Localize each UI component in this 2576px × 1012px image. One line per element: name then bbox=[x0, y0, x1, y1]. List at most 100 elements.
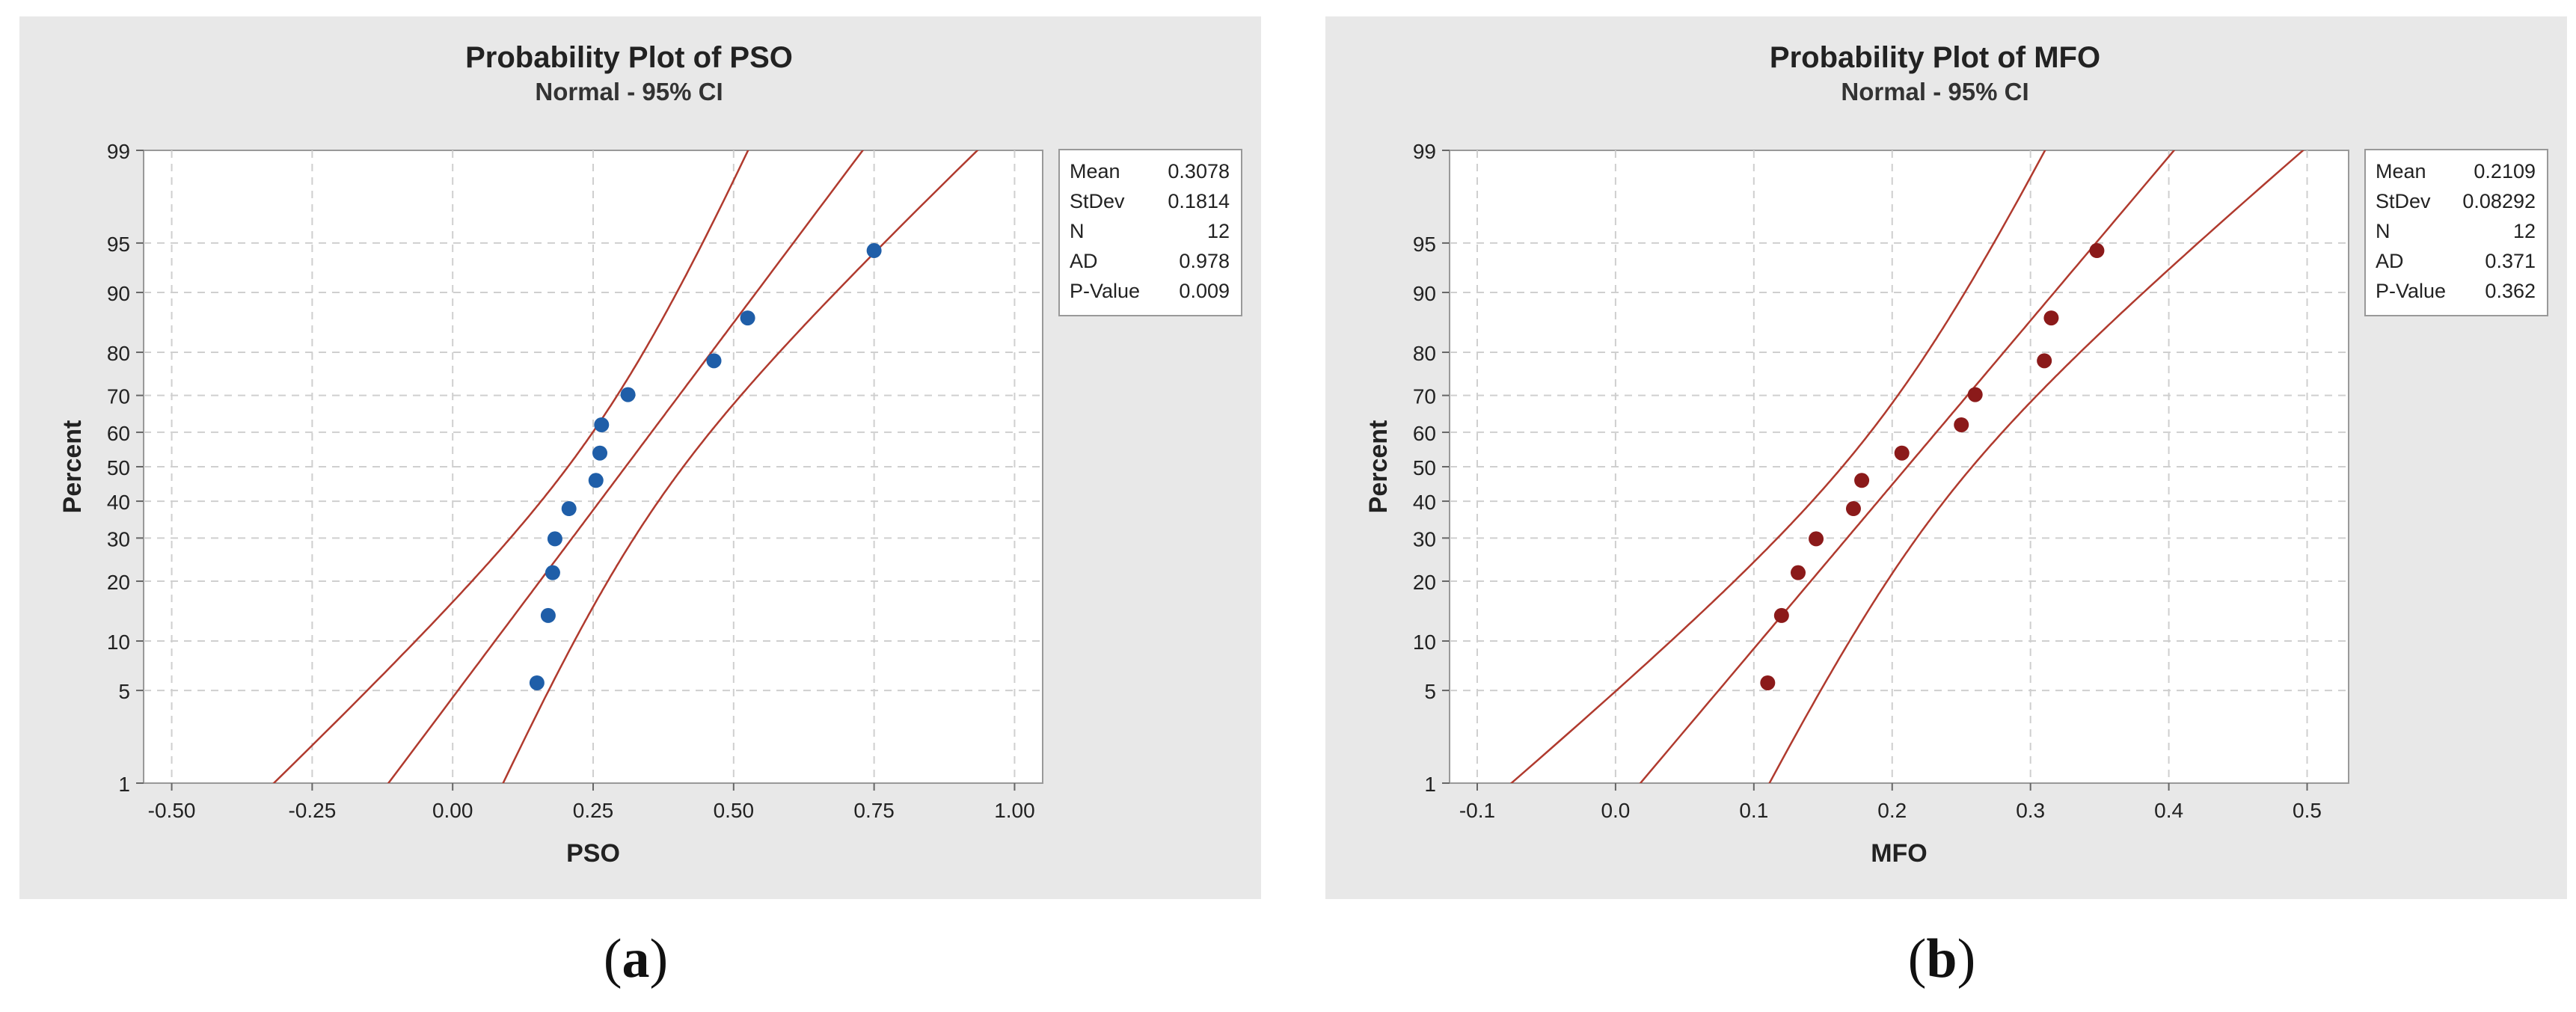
stats-legend: Mean 0.2109 StDev 0.08292 N 12 AD 0.371 P-Value 0… bbox=[2364, 149, 2548, 316]
ci-band-upper bbox=[502, 150, 979, 783]
data-point bbox=[620, 387, 636, 402]
y-tick-label: 70 bbox=[107, 385, 130, 408]
x-tick-label: -0.50 bbox=[148, 799, 196, 822]
caption-a: (a) bbox=[561, 927, 711, 991]
chart-title: Probability Plot of PSO bbox=[465, 41, 793, 74]
stat-value: 0.978 bbox=[1179, 250, 1230, 272]
data-point bbox=[2089, 243, 2105, 259]
caption-close: ) bbox=[649, 928, 669, 990]
data-point bbox=[2043, 310, 2059, 326]
x-tick-label: 1.00 bbox=[994, 799, 1035, 822]
y-tick-label: 10 bbox=[107, 631, 130, 654]
stats-box bbox=[2364, 149, 2548, 316]
x-tick-label: 0.2 bbox=[1877, 799, 1907, 822]
probability-plot-pso: Probability Plot of PSO Normal - 95% CI … bbox=[58, 41, 1242, 868]
data-point bbox=[740, 310, 755, 326]
y-tick-label: 5 bbox=[1424, 680, 1436, 703]
x-tick-label: 0.3 bbox=[2016, 799, 2045, 822]
caption-b: (b) bbox=[1867, 927, 2017, 991]
chart-subtitle: Normal - 95% CI bbox=[1841, 78, 2028, 105]
x-tick-label: 0.25 bbox=[573, 799, 614, 822]
data-point bbox=[545, 565, 560, 580]
chart-panel-mfo: Probability Plot of MFO Normal - 95% CI … bbox=[1325, 16, 2567, 899]
x-tick-label: 0.5 bbox=[2293, 799, 2322, 822]
stat-value: 0.08292 bbox=[2462, 190, 2536, 212]
stat-label: Mean bbox=[1070, 160, 1120, 183]
fitted-line bbox=[1639, 150, 2176, 783]
x-tick-label: 0.4 bbox=[2154, 799, 2183, 822]
x-tick-label: 0.00 bbox=[432, 799, 473, 822]
stat-value: 0.2109 bbox=[2474, 160, 2536, 183]
y-tick-label: 40 bbox=[107, 491, 130, 514]
data-point bbox=[547, 531, 562, 547]
data-point bbox=[1967, 387, 1983, 402]
ci-band-upper bbox=[1768, 150, 2305, 783]
data-point bbox=[1791, 565, 1806, 580]
stat-value: 12 bbox=[1207, 220, 1230, 242]
stat-label: Mean bbox=[2376, 160, 2426, 183]
data-point bbox=[1854, 473, 1870, 488]
data-point bbox=[1809, 531, 1824, 547]
stat-value: 0.3078 bbox=[1168, 160, 1230, 183]
x-tick-label: 0.1 bbox=[1739, 799, 1768, 822]
stat-label: AD bbox=[1070, 250, 1098, 272]
chart-subtitle: Normal - 95% CI bbox=[535, 78, 723, 105]
stat-label: P-Value bbox=[2376, 280, 2446, 302]
y-tick-label: 80 bbox=[1413, 342, 1436, 365]
x-axis-label: PSO bbox=[566, 839, 620, 868]
stat-value: 0.1814 bbox=[1168, 190, 1230, 212]
stat-value: 0.371 bbox=[2485, 250, 2536, 272]
caption-close: ) bbox=[1957, 928, 1976, 990]
data-point bbox=[561, 501, 577, 517]
y-tick-label: 50 bbox=[1413, 456, 1436, 479]
y-tick-label: 10 bbox=[1413, 631, 1436, 654]
y-tick-label: 30 bbox=[107, 527, 130, 551]
stats-legend: Mean 0.3078 StDev 0.1814 N 12 AD 0.978 P-Value 0.… bbox=[1058, 149, 1242, 316]
stat-value: 0.009 bbox=[1179, 280, 1230, 302]
caption-open: ( bbox=[1907, 928, 1927, 990]
data-point bbox=[1760, 675, 1776, 690]
y-tick-label: 80 bbox=[107, 342, 130, 365]
caption-letter: b bbox=[1926, 928, 1957, 990]
data-point bbox=[866, 243, 882, 259]
stat-label: StDev bbox=[2376, 190, 2431, 212]
stat-label: N bbox=[2376, 220, 2391, 242]
stat-label: StDev bbox=[1070, 190, 1125, 212]
y-tick-label: 5 bbox=[118, 680, 130, 703]
data-point bbox=[1773, 607, 1789, 623]
y-tick-label: 40 bbox=[1413, 491, 1436, 514]
y-tick-label: 60 bbox=[107, 422, 130, 445]
fitted-line bbox=[387, 150, 865, 783]
y-tick-label: 95 bbox=[107, 233, 130, 256]
y-tick-label: 70 bbox=[1413, 385, 1436, 408]
data-point bbox=[1845, 501, 1861, 517]
ci-band-lower bbox=[272, 150, 749, 783]
stat-value: 12 bbox=[2513, 220, 2536, 242]
y-tick-label: 99 bbox=[1413, 140, 1436, 163]
y-tick-label: 20 bbox=[107, 571, 130, 594]
chart-title: Probability Plot of MFO bbox=[1770, 41, 2100, 74]
stat-label: N bbox=[1070, 220, 1085, 242]
data-point bbox=[588, 473, 604, 488]
data-point bbox=[1894, 445, 1910, 461]
y-axis-label: Percent bbox=[1364, 420, 1393, 514]
y-tick-label: 1 bbox=[1424, 773, 1436, 796]
data-point bbox=[1954, 417, 1969, 432]
y-axis-label: Percent bbox=[58, 420, 87, 514]
x-tick-label: -0.25 bbox=[288, 799, 336, 822]
data-point bbox=[706, 353, 722, 369]
ci-band-lower bbox=[1509, 150, 2046, 783]
y-tick-label: 90 bbox=[1413, 282, 1436, 305]
y-tick-label: 30 bbox=[1413, 527, 1436, 551]
y-tick-label: 99 bbox=[107, 140, 130, 163]
caption-letter: a bbox=[622, 928, 650, 990]
data-point bbox=[529, 675, 545, 690]
data-point bbox=[592, 445, 608, 461]
y-tick-label: 1 bbox=[118, 773, 130, 796]
probability-plot-mfo: Probability Plot of MFO Normal - 95% CI … bbox=[1364, 41, 2548, 868]
x-tick-label: 0.75 bbox=[853, 799, 895, 822]
stat-label: AD bbox=[2376, 250, 2404, 272]
x-tick-label: 0.50 bbox=[714, 799, 755, 822]
data-point bbox=[540, 607, 556, 623]
y-tick-label: 50 bbox=[107, 456, 130, 479]
